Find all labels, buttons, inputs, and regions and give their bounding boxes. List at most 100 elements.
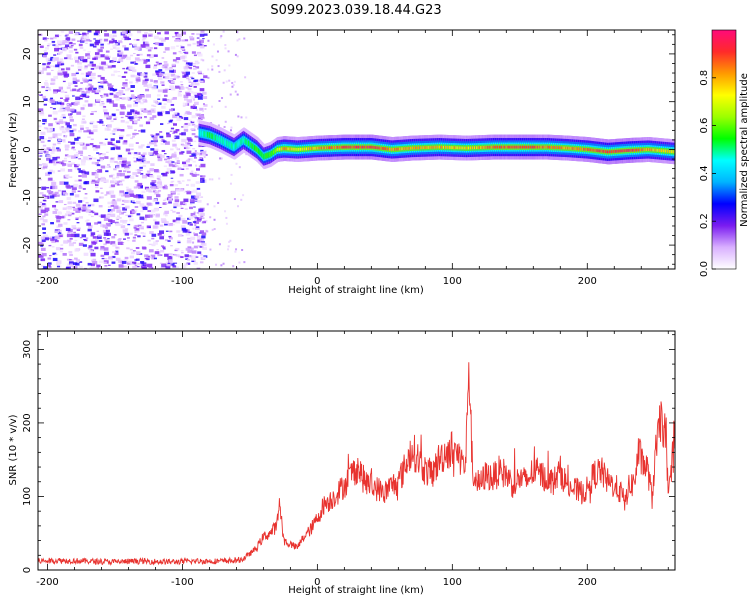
noise-cell bbox=[229, 129, 232, 132]
noise-cell bbox=[195, 256, 199, 258]
noise-cell bbox=[43, 266, 48, 269]
noise-cell bbox=[54, 191, 59, 195]
noise-cell bbox=[112, 251, 116, 254]
noise-cell bbox=[93, 266, 98, 269]
noise-cell bbox=[79, 206, 84, 209]
noise-cell bbox=[195, 164, 198, 167]
noise-cell bbox=[174, 135, 180, 140]
noise-cell bbox=[69, 116, 73, 119]
noise-cell bbox=[179, 132, 183, 136]
noise-cell bbox=[81, 209, 86, 212]
noise-cell bbox=[198, 43, 203, 46]
noise-cell bbox=[96, 235, 102, 239]
noise-cell bbox=[234, 53, 237, 56]
noise-cell bbox=[115, 97, 120, 101]
noise-cell bbox=[165, 203, 169, 205]
noise-cell bbox=[80, 36, 84, 38]
noise-cell bbox=[171, 161, 175, 163]
noise-cell bbox=[119, 190, 125, 194]
noise-cell bbox=[74, 194, 80, 198]
noise-cell bbox=[183, 66, 188, 70]
noise-cell bbox=[121, 106, 126, 110]
noise-cell bbox=[108, 219, 113, 223]
noise-cell bbox=[192, 123, 196, 126]
noise-cell bbox=[81, 234, 87, 238]
noise-cell bbox=[64, 57, 68, 60]
noise-cell bbox=[72, 266, 78, 269]
noise-cell bbox=[46, 154, 52, 159]
noise-cell bbox=[96, 164, 101, 167]
noise-cell bbox=[104, 54, 109, 58]
noise-cell bbox=[49, 98, 53, 101]
noise-cell bbox=[168, 88, 172, 90]
noise-cell bbox=[66, 233, 72, 238]
noise-cell bbox=[43, 163, 48, 167]
noise-cell bbox=[152, 66, 158, 69]
noise-cell bbox=[38, 125, 42, 128]
noise-cell bbox=[166, 262, 172, 267]
noise-cell bbox=[47, 140, 51, 142]
noise-cell bbox=[170, 181, 174, 183]
noise-cell bbox=[66, 266, 71, 269]
noise-cell bbox=[82, 38, 86, 41]
noise-cell bbox=[194, 172, 197, 175]
noise-cell bbox=[113, 168, 117, 171]
noise-cell bbox=[58, 43, 62, 46]
noise-cell bbox=[67, 201, 72, 205]
noise-cell bbox=[53, 75, 59, 80]
noise-cell bbox=[100, 192, 104, 194]
noise-cell bbox=[200, 212, 205, 216]
noise-cell bbox=[191, 115, 197, 119]
noise-cell bbox=[81, 159, 86, 163]
noise-cell bbox=[137, 262, 141, 265]
noise-cell bbox=[89, 210, 94, 213]
noise-cell bbox=[152, 190, 157, 193]
noise-cell bbox=[82, 169, 85, 171]
noise-cell bbox=[150, 80, 154, 82]
noise-cell bbox=[61, 190, 67, 194]
noise-cell bbox=[132, 172, 138, 176]
noise-cell bbox=[72, 241, 77, 244]
noise-cell bbox=[50, 37, 54, 40]
noise-cell bbox=[54, 253, 58, 256]
noise-cell bbox=[169, 67, 174, 71]
noise-cell bbox=[175, 60, 180, 64]
noise-cell bbox=[66, 196, 72, 201]
noise-cell bbox=[122, 35, 128, 38]
noise-cell bbox=[176, 148, 179, 150]
noise-cell bbox=[125, 148, 131, 152]
noise-cell bbox=[164, 184, 168, 186]
noise-cell bbox=[107, 213, 111, 216]
noise-cell bbox=[96, 230, 100, 232]
noise-cell bbox=[54, 44, 60, 48]
noise-cell bbox=[207, 39, 210, 42]
noise-cell bbox=[196, 212, 200, 214]
noise-cell bbox=[87, 103, 93, 107]
noise-cell bbox=[80, 59, 83, 61]
noise-cell bbox=[127, 87, 131, 90]
noise-cell bbox=[181, 31, 187, 35]
noise-cell bbox=[155, 102, 159, 105]
noise-cell bbox=[121, 56, 126, 60]
noise-cell bbox=[198, 220, 201, 223]
noise-cell bbox=[243, 261, 246, 264]
noise-cell bbox=[198, 208, 204, 213]
noise-cell bbox=[201, 232, 207, 236]
noise-cell bbox=[104, 63, 109, 67]
noise-cell bbox=[75, 71, 79, 74]
noise-cell bbox=[200, 58, 203, 61]
noise-cell bbox=[93, 38, 96, 40]
noise-cell bbox=[55, 230, 59, 233]
noise-cell bbox=[145, 214, 150, 218]
noise-cell bbox=[116, 172, 122, 177]
noise-cell bbox=[142, 235, 146, 237]
noise-cell bbox=[132, 69, 137, 73]
noise-cell bbox=[167, 160, 173, 164]
noise-cell bbox=[110, 114, 114, 117]
noise-cell bbox=[98, 155, 102, 157]
noise-cell bbox=[159, 236, 165, 240]
noise-cell bbox=[231, 85, 234, 88]
noise-cell bbox=[109, 159, 115, 163]
noise-cell bbox=[82, 146, 88, 150]
noise-cell bbox=[95, 39, 101, 44]
